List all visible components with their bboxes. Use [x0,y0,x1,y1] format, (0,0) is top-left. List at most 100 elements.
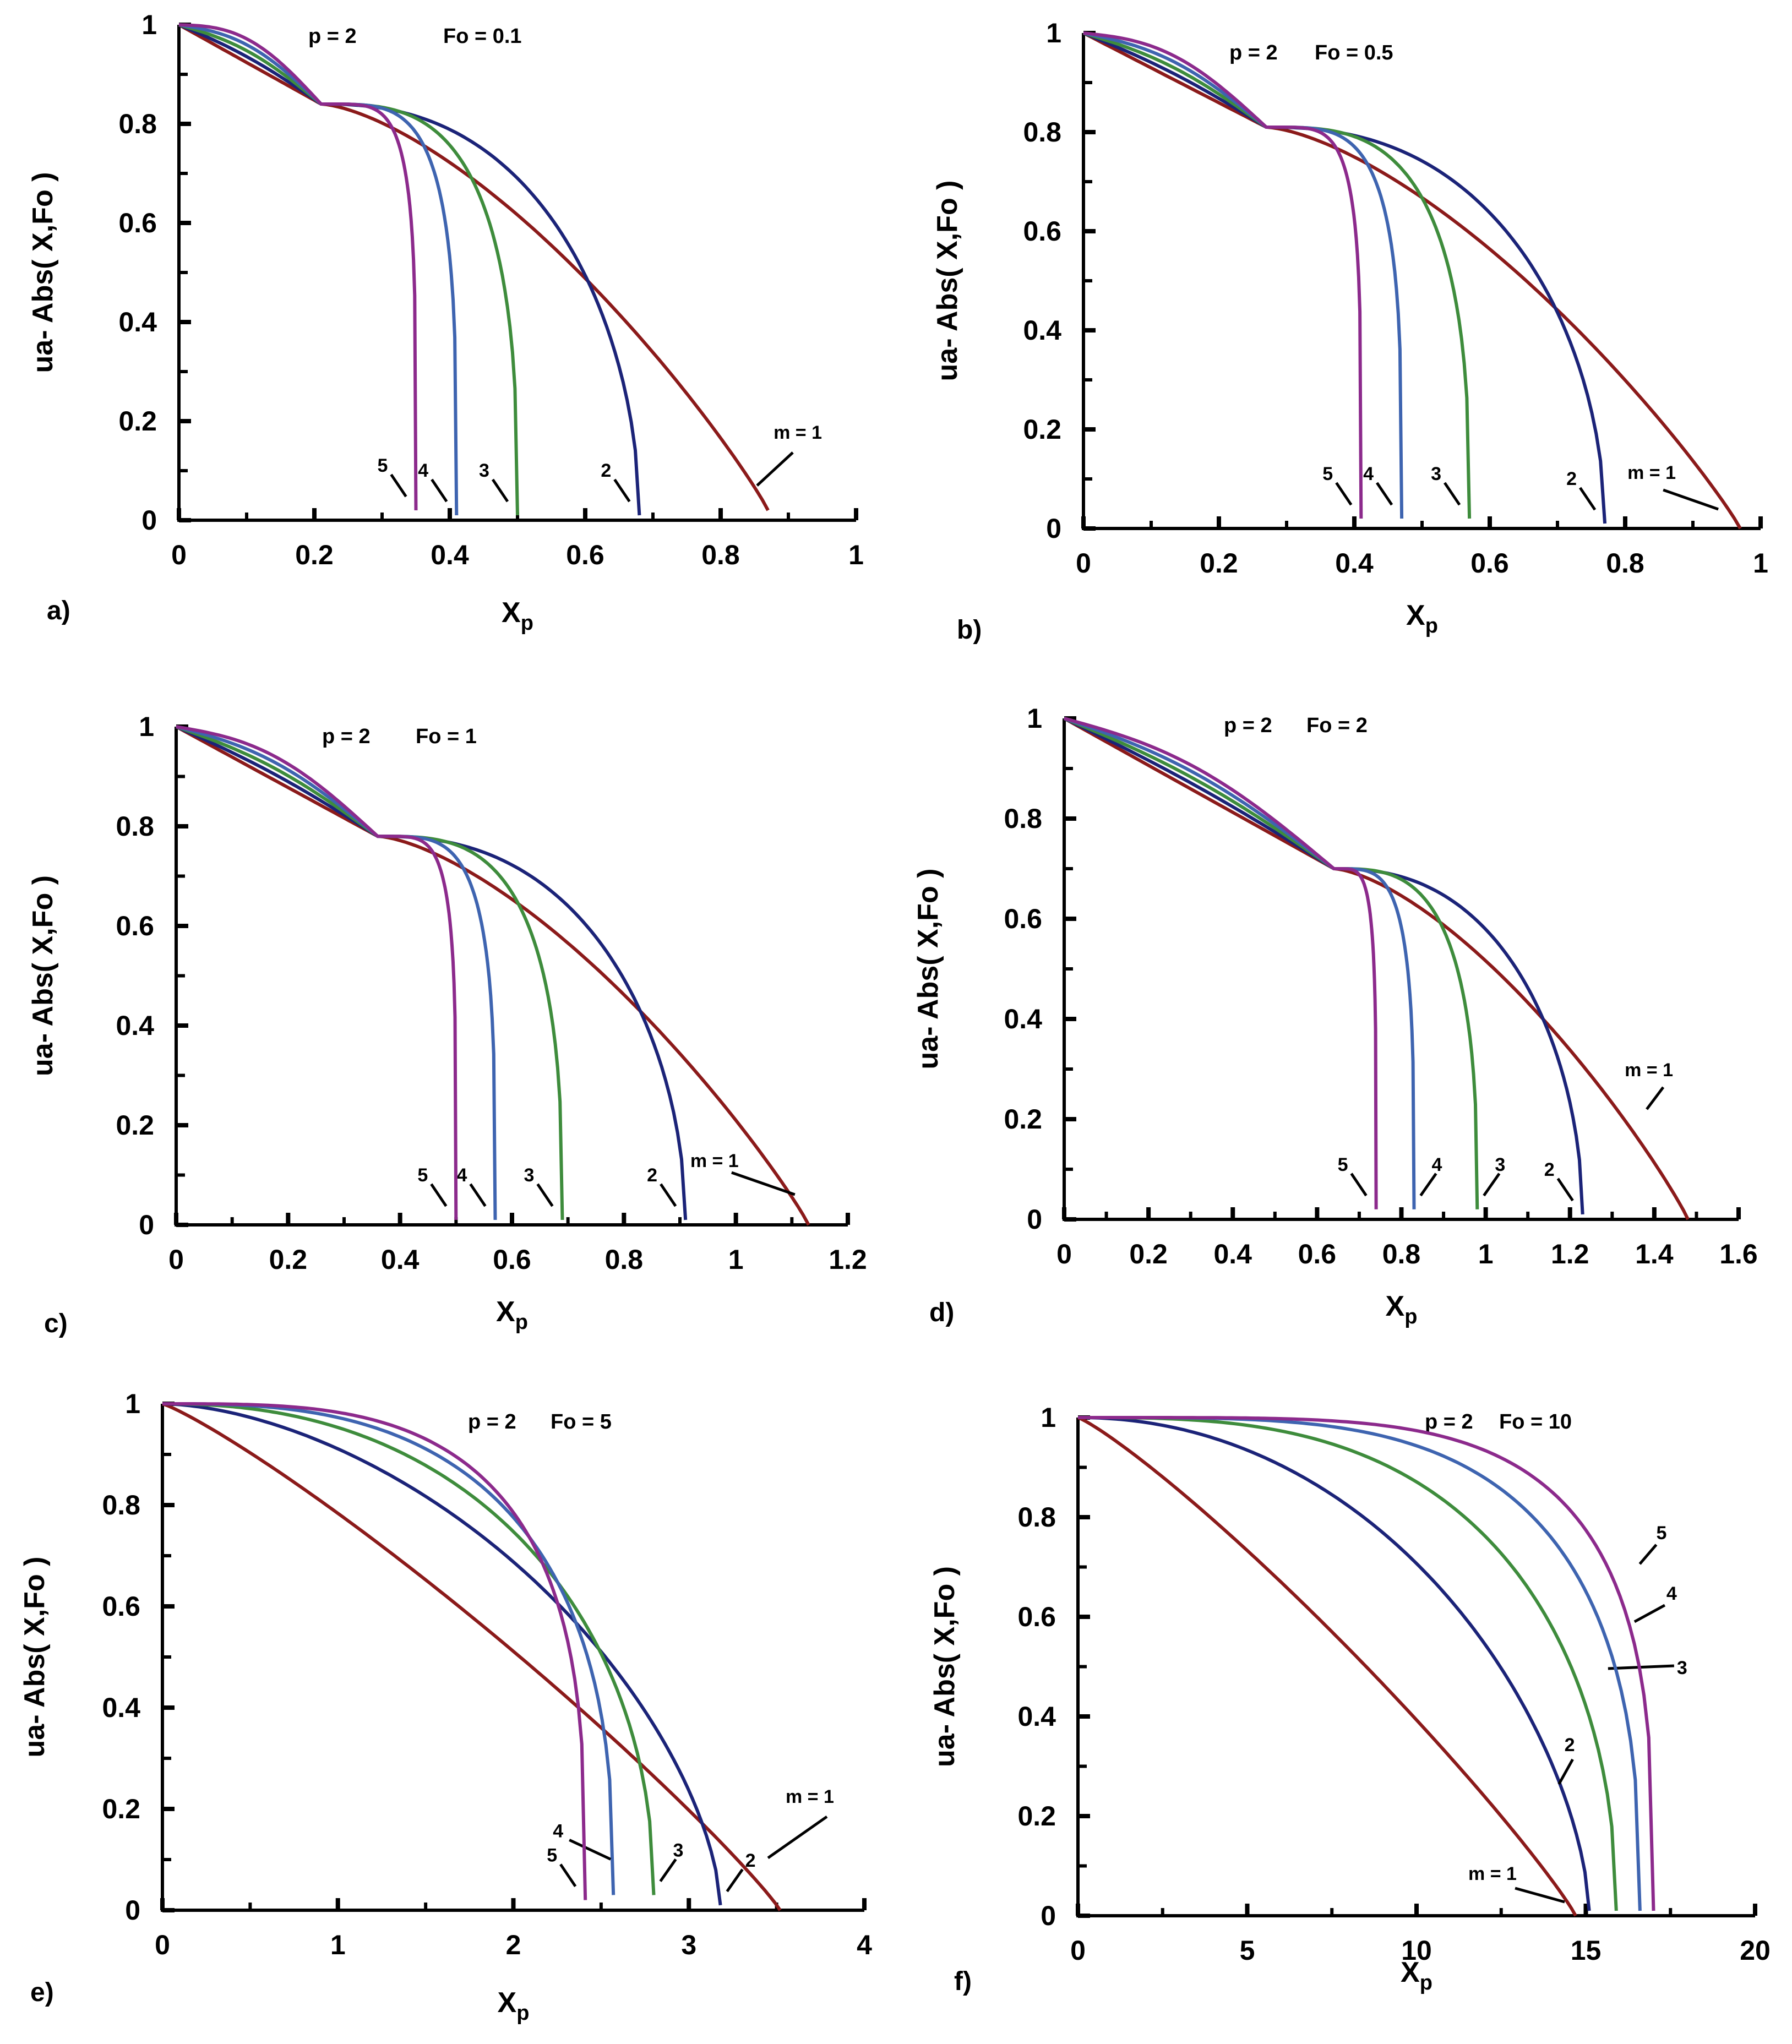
x-tick-label: 0.2 [1200,548,1238,579]
x-tick-label: 0.4 [1213,1239,1252,1269]
x-tick-label: 0.8 [701,539,740,570]
series-line-m1 [1082,31,1742,530]
x-tick-label: 0 [1076,548,1091,579]
panel-letter: e) [30,1978,54,2007]
curve-leader-line [431,478,448,503]
y-tick-label: 0.4 [118,307,157,337]
series-line-m1 [175,725,810,1226]
y-tick-label: 0.8 [102,1490,140,1520]
curve-leader-line [731,1171,796,1196]
curve-leader-line [1579,487,1597,511]
x-tick-label: 1.6 [1719,1239,1758,1269]
x-tick-label: 0.8 [1382,1239,1421,1269]
panel-title-fo: Fo = 5 [551,1410,612,1433]
x-tick-label: 0.2 [1129,1239,1168,1269]
y-tick-label: 0 [139,1209,154,1240]
panel-title-p: p = 2 [1425,1410,1473,1433]
panel-title-p: p = 2 [1224,714,1272,737]
curve-leader-line [1483,1173,1501,1197]
chart-panel-d: d) p = 2 Fo = 2 0 0.2 0.4 0.6 0.8 1 1.2 1.4 1.60… [912,703,1758,1328]
curve-label: m = 1 [786,1786,834,1807]
curve-leader-line [767,1815,828,1860]
curve-label: 4 [1666,1583,1677,1604]
plot-area: 0 0.2 0.4 0.6 0.8 1 0 0.2 0.4 0.6 0.8 1 Xp ua- Abs( X… [932,18,1768,637]
axes-frame [175,727,848,1227]
curve-label: 3 [673,1840,684,1861]
curve-label: m = 1 [1625,1060,1673,1081]
curve-leader-line [491,478,509,503]
x-axis-title: Xp [1386,1290,1418,1328]
series-line-m5 [176,725,458,1220]
curve-leader-line [1515,1887,1565,1904]
curve-leader-line [1419,1173,1437,1197]
curve-label: 3 [479,460,489,481]
y-tick-label: 1 [1027,703,1042,734]
x-tick-label: 0.2 [295,539,334,570]
panel-letter: d) [929,1298,954,1327]
x-tick-label: 0.4 [1335,548,1374,579]
x-tick-label: 0.6 [493,1244,531,1275]
chart-panel-e: e) p = 2 Fo = 5 0 1 2 3 4 0 0.2 0.4 0.6 0.8 1 Xp ua-… [19,1388,872,2025]
y-tick-label: 0 [141,505,157,536]
series-line-m4 [1078,1416,1642,1911]
series-line-m3 [162,1402,656,1895]
plot-area: 0 0.2 0.4 0.6 0.8 1 1.2 1.4 1.6 0 0.2 0.4 0.6 0.8 1 Xp u… [912,703,1758,1328]
y-tick-label: 0.8 [118,108,157,139]
series-line-m3 [1078,1416,1618,1911]
curve-label: 3 [1677,1658,1687,1678]
curve-leader-line [1663,488,1719,511]
x-tick-label: 0 [171,539,187,570]
series-line-m1 [1063,717,1690,1220]
series-line-m1 [178,23,770,511]
y-tick-label: 0.2 [118,406,157,437]
x-tick-label: 1 [1478,1239,1494,1269]
curve-leader-line [1556,1178,1574,1202]
series-line-m3 [178,23,519,516]
curve-leader-line [1350,1173,1368,1197]
y-axis-title: ua- Abs( X,Fo ) [912,869,944,1070]
y-tick-label: 0.6 [116,911,154,941]
plot-area: 0 0.2 0.4 0.6 0.8 1 1.2 0 0.2 0.4 0.6 0.8 1 Xp ua- Abs… [27,711,867,1334]
y-tick-label: 0 [1046,513,1061,544]
curve-label: 4 [1363,464,1374,484]
x-tick-label: 0.6 [566,539,604,570]
series-line-m3 [1083,31,1472,519]
series-line-m3 [175,725,564,1220]
series-line-m4 [1064,717,1416,1209]
curve-label: 5 [1657,1523,1667,1544]
series-line-m3 [1063,717,1479,1209]
x-axis-title: Xp [498,1987,530,2025]
y-tick-label: 0.8 [1004,803,1042,834]
y-tick-label: 0.4 [1023,315,1061,346]
y-tick-label: 0.2 [102,1794,140,1824]
y-axis-title: ua- Abs( X,Fo ) [19,1557,51,1758]
curve-leader-line [559,1863,577,1887]
series-line-m1 [161,1402,782,1911]
curve-label: 5 [1338,1154,1348,1175]
curve-label: 2 [601,460,611,481]
plot-area: 0 5 10 15 20 0 0.2 0.4 0.6 0.8 1 Xp ua- Abs( X,Fo ) m… [929,1402,1771,1994]
curve-leader-line [1646,1086,1665,1110]
series-line-m1 [1077,1416,1577,1917]
x-axis-title: Xp [502,597,533,635]
curve-label: 5 [378,455,388,476]
chart-panel-c: c) p = 2 Fo = 1 0 0.2 0.4 0.6 0.8 1 1.2 0 0.2 0.4… [27,711,867,1338]
x-tick-label: 0.6 [1298,1239,1337,1269]
curve-leader-line [756,451,794,487]
y-tick-label: 0.6 [1023,216,1061,247]
x-tick-label: 2 [506,1929,521,1960]
series-line-m2 [178,23,641,516]
y-tick-label: 0.4 [102,1692,140,1723]
curve-label: 4 [553,1820,563,1841]
axes-frame [161,1404,864,1912]
y-tick-label: 0.8 [116,811,154,842]
panel-title-fo: Fo = 2 [1306,714,1368,737]
curve-leader-line [1638,1544,1658,1565]
x-tick-label: 0.2 [269,1244,308,1275]
y-axis-title: ua- Abs( X,Fo ) [27,875,59,1076]
y-axis-title: ua- Abs( X,Fo ) [932,181,963,381]
curve-label: 4 [457,1165,467,1186]
y-axis-title: ua- Abs( X,Fo ) [27,172,59,373]
curve-label: 2 [745,1850,756,1871]
x-tick-label: 10 [1401,1935,1432,1966]
